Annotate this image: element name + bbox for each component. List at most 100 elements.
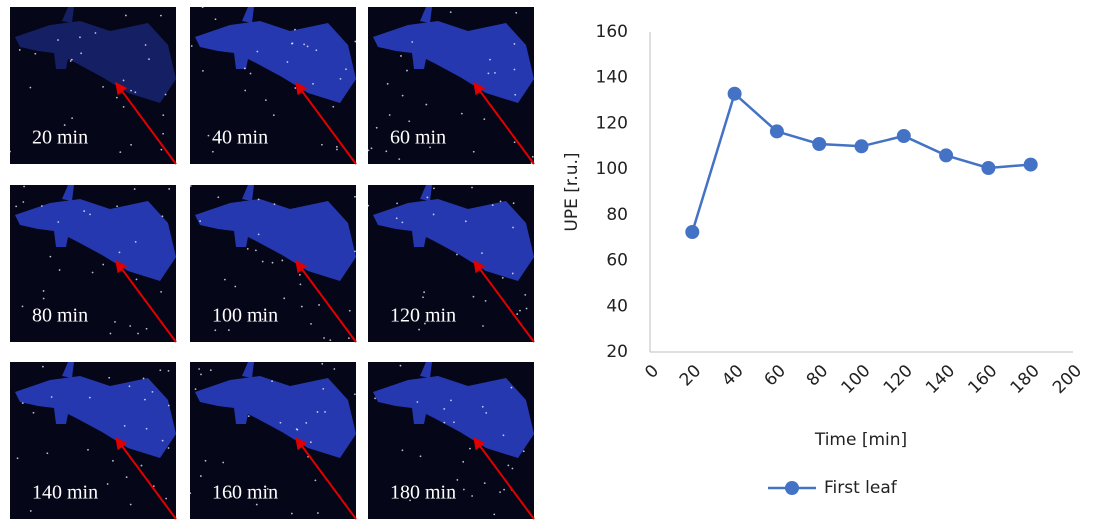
data-point [981, 161, 996, 175]
y-axis-label: UPE [r.u.] [562, 152, 582, 231]
leaf [195, 362, 356, 458]
noise-dot [133, 188, 136, 190]
noise-dot [261, 260, 264, 263]
panel-label: 100 min [212, 305, 278, 327]
noise-dot [167, 404, 170, 407]
noise-dot [140, 464, 143, 467]
noise-dot [79, 36, 81, 39]
y-tick-label: 20 [606, 342, 628, 362]
noise-dot [385, 150, 388, 153]
arrow [115, 260, 177, 343]
noise-dot [512, 202, 515, 205]
noise-dot [234, 285, 237, 288]
noise-dot [189, 492, 192, 495]
noise-dot [401, 94, 404, 97]
noise-dot [23, 185, 25, 188]
noise-dot [145, 427, 148, 430]
noise-dot [91, 271, 94, 274]
panel-label: 160 min [212, 482, 278, 504]
noise-dot [50, 396, 53, 398]
data-point [896, 129, 911, 143]
noise-dot [119, 151, 122, 154]
noise-dot [336, 148, 338, 151]
noise-dot [314, 479, 317, 482]
noise-dot [201, 6, 204, 9]
noise-dot [318, 304, 320, 306]
noise-dot [303, 43, 306, 46]
arrow [473, 260, 535, 343]
noise-dot [279, 421, 282, 424]
noise-dot [522, 450, 525, 453]
noise-dot [469, 447, 471, 450]
noise-dot [456, 253, 458, 256]
noise-dot [422, 296, 424, 299]
noise-dot [398, 158, 401, 160]
data-point [685, 225, 700, 239]
noise-dot [433, 187, 435, 190]
leaf [15, 185, 176, 281]
noise-dot [396, 202, 398, 205]
noise-dot [87, 448, 89, 451]
image-panel: 180 min [368, 362, 535, 520]
noise-dot [464, 220, 467, 223]
noise-dot [333, 368, 336, 370]
image-panel: 60 min [367, 7, 535, 165]
noise-dot [423, 291, 426, 294]
x-tick-label: 120 [880, 361, 917, 398]
noise-dot [295, 428, 298, 431]
arrow [115, 437, 177, 520]
noise-dot [399, 364, 402, 367]
noise-dot [283, 297, 286, 300]
noise-dot [273, 203, 276, 206]
noise-dot [58, 269, 61, 271]
noise-dot [305, 422, 308, 424]
noise-dot [69, 60, 72, 62]
noise-dot [211, 150, 214, 153]
x-tick-label: 200 [1049, 361, 1086, 398]
noise-dot [29, 86, 32, 89]
noise-dot [128, 385, 131, 388]
noise-dot [531, 155, 534, 158]
noise-dot [214, 329, 217, 332]
noise-dot [516, 313, 519, 315]
series-line [691, 91, 1031, 233]
noise-dot [374, 397, 376, 400]
noise-dot [116, 205, 119, 208]
noise-dot [137, 332, 139, 335]
x-tick-label: 20 [676, 361, 705, 390]
x-tick-label: 140 [922, 361, 959, 398]
noise-dot [164, 93, 167, 96]
data-point [727, 86, 742, 101]
leaf [373, 185, 534, 281]
noise-dot [112, 459, 114, 462]
noise-dot [70, 58, 73, 61]
noise-dot [339, 77, 342, 80]
noise-dot [129, 503, 132, 506]
noise-dot [29, 510, 32, 512]
noise-dot [449, 497, 452, 499]
noise-dot [159, 14, 162, 17]
noise-dot [160, 291, 162, 293]
noise-dot [223, 278, 226, 281]
noise-dot [499, 491, 501, 494]
noise-dot [202, 69, 204, 72]
noise-dot [426, 196, 429, 199]
arrow [295, 260, 357, 343]
noise-dot [324, 411, 326, 413]
noise-dot [519, 309, 521, 312]
noise-dot [317, 512, 319, 514]
noise-dot [367, 149, 370, 152]
noise-dot [425, 103, 428, 106]
panel-background [10, 7, 176, 164]
noise-dot [124, 14, 127, 17]
noise-dot [22, 201, 25, 203]
noise-dot [409, 499, 411, 502]
noise-dot [194, 388, 197, 391]
noise-dot [145, 327, 148, 330]
noise-dot [266, 487, 269, 490]
noise-dot [300, 305, 303, 308]
data-point [769, 124, 784, 139]
noise-dot [416, 401, 419, 403]
noise-dot [511, 272, 514, 275]
noise-dot [485, 412, 488, 414]
